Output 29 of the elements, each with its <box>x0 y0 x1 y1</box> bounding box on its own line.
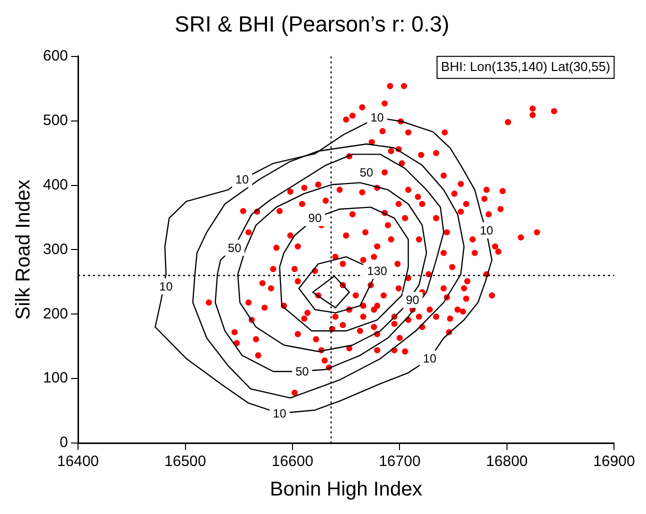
annotation: 50 <box>295 364 310 378</box>
y-tick-label: 200 <box>42 305 68 322</box>
x-tick-label: 16900 <box>593 453 636 470</box>
y-tick-label: 600 <box>42 48 68 65</box>
y-tick-label: 300 <box>42 240 68 258</box>
annotation: 50 <box>228 240 242 255</box>
annotation: BHI: Lon(135,140) Lat(30,55) <box>441 58 610 74</box>
annotation: 10 <box>423 352 437 366</box>
y-axis-title: Silk Road Index <box>12 180 35 320</box>
annotation: 90 <box>308 211 322 226</box>
annotation: 10 <box>159 279 173 294</box>
x-tick-label: 16700 <box>378 453 421 470</box>
y-tick-label: 500 <box>42 112 68 129</box>
x-tick-label: 16800 <box>486 453 528 470</box>
x-tick-label: 16400 <box>57 453 99 470</box>
annotation: 10 <box>235 172 250 186</box>
annotation: 50 <box>360 165 374 180</box>
x-tick-label: 16600 <box>272 453 314 470</box>
y-tick-label: 400 <box>42 176 68 194</box>
annotation: 130 <box>367 264 388 278</box>
chart-title: SRI & BHI (Pearson’s r: 0.3) <box>174 11 450 36</box>
x-tick-label: 16500 <box>164 453 206 470</box>
y-tick-label: 100 <box>42 370 68 387</box>
annotation: 10 <box>272 406 287 420</box>
annotation: 10 <box>370 110 384 125</box>
annotation: 90 <box>406 292 420 307</box>
annotation: 10 <box>480 223 494 238</box>
y-tick-label: 0 <box>60 434 68 452</box>
x-axis-title: Bonin High Index <box>270 478 422 501</box>
